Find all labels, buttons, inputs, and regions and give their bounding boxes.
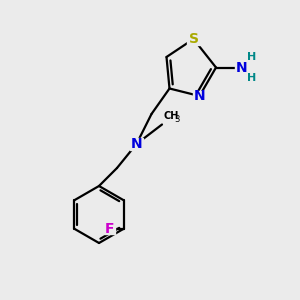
Text: F: F (104, 222, 114, 236)
Bar (193, 91, 206, 101)
Text: N: N (194, 89, 205, 103)
Text: S: S (188, 32, 199, 46)
Text: N: N (236, 61, 247, 74)
Bar (187, 33, 200, 45)
Text: CH: CH (164, 111, 179, 121)
Bar (130, 138, 143, 150)
Text: H: H (248, 73, 256, 83)
Text: H: H (248, 52, 256, 62)
Text: 3: 3 (175, 115, 180, 124)
Bar (235, 62, 248, 73)
Bar (103, 223, 115, 234)
Text: N: N (131, 137, 142, 151)
